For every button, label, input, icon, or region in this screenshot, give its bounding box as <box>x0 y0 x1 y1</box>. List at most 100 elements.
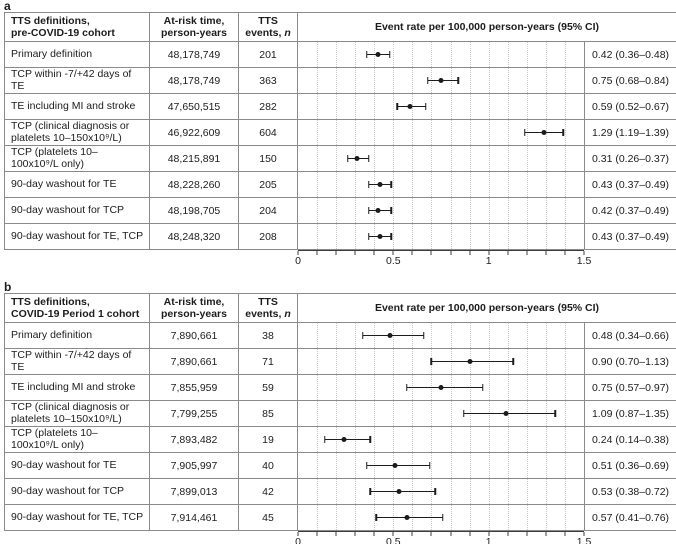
gridline <box>450 120 452 145</box>
definition-cell: 90-day washout for TE, TCP <box>5 505 150 531</box>
gridline <box>545 172 547 197</box>
at-risk-cell: 7,890,661 <box>150 349 239 375</box>
gridline <box>488 453 490 478</box>
gridline <box>450 172 452 197</box>
axis-tick <box>583 532 585 536</box>
gridline <box>317 479 319 504</box>
gridline <box>374 505 376 530</box>
gridline <box>488 120 490 145</box>
rate-marker <box>377 234 383 239</box>
definition-cell: TE including MI and stroke <box>5 94 150 120</box>
ci-cap-high <box>457 77 459 84</box>
gridline <box>526 505 528 530</box>
gridline <box>488 42 490 67</box>
ci-whisker <box>324 438 371 440</box>
ci-value-cell: 0.53 (0.38–0.72) <box>585 479 676 505</box>
forest-plot-cell <box>298 94 585 120</box>
gridline <box>526 427 528 452</box>
axis-tick <box>430 532 432 536</box>
gridline <box>317 375 319 400</box>
axis-tick-label: 1.5 <box>576 255 592 267</box>
col-header-tts-events: TTS events, n <box>239 13 298 42</box>
gridline <box>545 224 547 249</box>
gridline <box>564 42 566 67</box>
forest-plot-cell <box>298 146 585 172</box>
gridline <box>469 120 471 145</box>
gridline <box>507 479 509 504</box>
gridline <box>564 401 566 426</box>
ci-cap-low <box>369 488 372 495</box>
gridline <box>412 401 414 426</box>
gridline <box>526 172 528 197</box>
gridline <box>431 94 433 119</box>
events-cell: 40 <box>239 453 298 479</box>
ci-cap-high <box>512 358 515 365</box>
gridline <box>412 42 414 67</box>
ci-cap-low <box>365 462 368 469</box>
gridline <box>374 94 376 119</box>
ci-cap-high <box>424 103 427 110</box>
at-risk-cell: 46,922,609 <box>150 120 239 146</box>
gridline <box>526 323 528 348</box>
gridline <box>526 146 528 171</box>
ci-cap-low <box>367 181 370 188</box>
gridline <box>355 198 357 223</box>
gridline <box>526 349 528 374</box>
gridline <box>374 120 376 145</box>
at-risk-cell: 48,228,260 <box>150 172 239 198</box>
gridline <box>355 94 357 119</box>
ci-cap-low <box>362 332 364 339</box>
rate-marker <box>438 385 444 390</box>
events-cell: 205 <box>239 172 298 198</box>
gridline <box>393 146 395 171</box>
axis-tick <box>354 251 356 255</box>
gridline <box>450 42 452 67</box>
gridline <box>336 94 338 119</box>
plot-title: Event rate per 100,000 person-years (95%… <box>298 294 676 323</box>
axis-tick <box>526 532 528 536</box>
ci-whisker <box>370 490 436 492</box>
axis-tick-label: 0.5 <box>386 536 401 544</box>
gridline <box>526 375 528 400</box>
gridline <box>450 323 452 348</box>
gridline <box>355 505 357 530</box>
tts-events-line: TTS events, n <box>245 15 291 39</box>
gridline <box>488 505 490 530</box>
gridline <box>450 479 452 504</box>
gridline <box>469 172 471 197</box>
gridline <box>355 453 357 478</box>
axis-tick <box>526 251 528 255</box>
gridline <box>526 224 528 249</box>
events-cell: 45 <box>239 505 298 531</box>
gridline <box>507 146 509 171</box>
gridline <box>393 42 395 67</box>
gridline <box>355 401 357 426</box>
gridline <box>317 146 319 171</box>
gridline <box>469 198 471 223</box>
gridline <box>355 323 357 348</box>
ci-value-cell: 0.51 (0.36–0.69) <box>585 453 676 479</box>
ci-cap-low <box>430 358 433 365</box>
x-axis-a: 0 0.5 1 1.5 <box>295 250 591 269</box>
gridline <box>469 146 471 171</box>
events-cell: 38 <box>239 323 298 349</box>
ci-value-cell: 0.24 (0.14–0.38) <box>585 427 676 453</box>
ci-value-cell: 0.42 (0.37–0.49) <box>585 198 676 224</box>
gridline <box>526 94 528 119</box>
ci-cap-high <box>482 384 484 391</box>
gridline <box>336 375 338 400</box>
col-header-at-risk: At-risk time, person-years <box>150 13 239 42</box>
gridline <box>507 323 509 348</box>
ci-cap-high <box>390 233 393 240</box>
axis-tick <box>335 532 337 536</box>
gridline <box>336 224 338 249</box>
events-cell: 204 <box>239 198 298 224</box>
gridline <box>374 401 376 426</box>
ci-value-cell: 0.75 (0.68–0.84) <box>585 68 676 94</box>
forest-plot-cell <box>298 120 585 146</box>
axis-tick <box>564 532 566 536</box>
forest-plot-cell <box>298 172 585 198</box>
gridline <box>450 505 452 530</box>
ci-value-cell: 0.43 (0.37–0.49) <box>585 224 676 250</box>
at-risk-cell: 7,855,959 <box>150 375 239 401</box>
